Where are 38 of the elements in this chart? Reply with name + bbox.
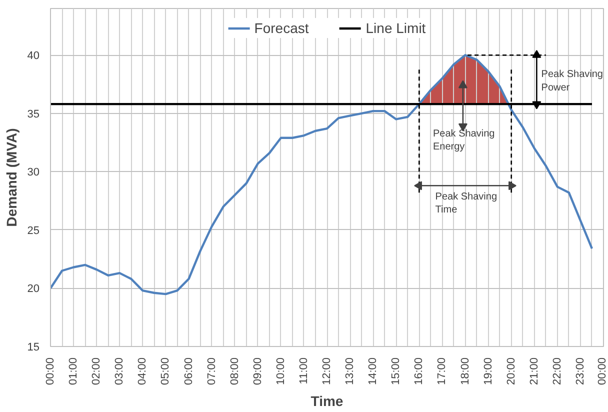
x-tick-label: 22:00 bbox=[551, 357, 564, 386]
x-tick-label: 23:00 bbox=[574, 357, 586, 386]
x-tick-label: 13:00 bbox=[344, 357, 356, 386]
y-tick-label: 30 bbox=[27, 166, 40, 179]
x-tick-label: 12:00 bbox=[321, 357, 333, 386]
x-tick-label: 16:00 bbox=[413, 357, 426, 386]
y-tick-label: 20 bbox=[27, 283, 40, 296]
y-tick-label: 15 bbox=[27, 342, 40, 354]
x-tick-label: 19:00 bbox=[482, 357, 494, 386]
x-tick-label: 11:00 bbox=[298, 357, 310, 384]
x-tick-label: 00:00 bbox=[596, 357, 608, 386]
x-tick-label: 18:00 bbox=[459, 357, 472, 386]
x-axis-title: Time bbox=[310, 393, 344, 410]
legend-label: Forecast bbox=[254, 20, 309, 36]
x-tick-label: 21:00 bbox=[528, 357, 540, 386]
x-tick-label: 14:00 bbox=[367, 357, 380, 386]
x-tick-label: 17:00 bbox=[436, 357, 448, 386]
y-tick-label: 25 bbox=[27, 224, 40, 237]
x-tick-label: 10:00 bbox=[274, 357, 287, 386]
annotation: Peak Shaving Time bbox=[435, 191, 498, 216]
x-tick-label: 03:00 bbox=[114, 357, 126, 386]
y-tick-label: 35 bbox=[27, 108, 40, 120]
y-tick-label: 40 bbox=[27, 50, 40, 62]
legend-label: Line Limit bbox=[366, 20, 426, 36]
annotation: Peak Shaving Power bbox=[541, 69, 604, 94]
x-tick-label: 20:00 bbox=[505, 357, 518, 386]
x-tick-label: 08:00 bbox=[228, 357, 241, 386]
x-tick-label: 07:00 bbox=[206, 357, 218, 386]
x-tick-label: 05:00 bbox=[160, 357, 172, 386]
x-tick-label: 09:00 bbox=[252, 357, 264, 386]
x-tick-label: 01:00 bbox=[68, 357, 80, 386]
x-tick-label: 06:00 bbox=[182, 357, 195, 386]
x-tick-label: 00:00 bbox=[44, 357, 56, 386]
x-tick-label: 15:00 bbox=[390, 357, 402, 386]
y-axis-title: Demand (MVA) bbox=[3, 128, 20, 227]
x-tick-label: 04:00 bbox=[136, 357, 149, 386]
annotation: Peak Shaving Energy bbox=[432, 128, 495, 153]
x-tick-label: 02:00 bbox=[90, 357, 103, 386]
